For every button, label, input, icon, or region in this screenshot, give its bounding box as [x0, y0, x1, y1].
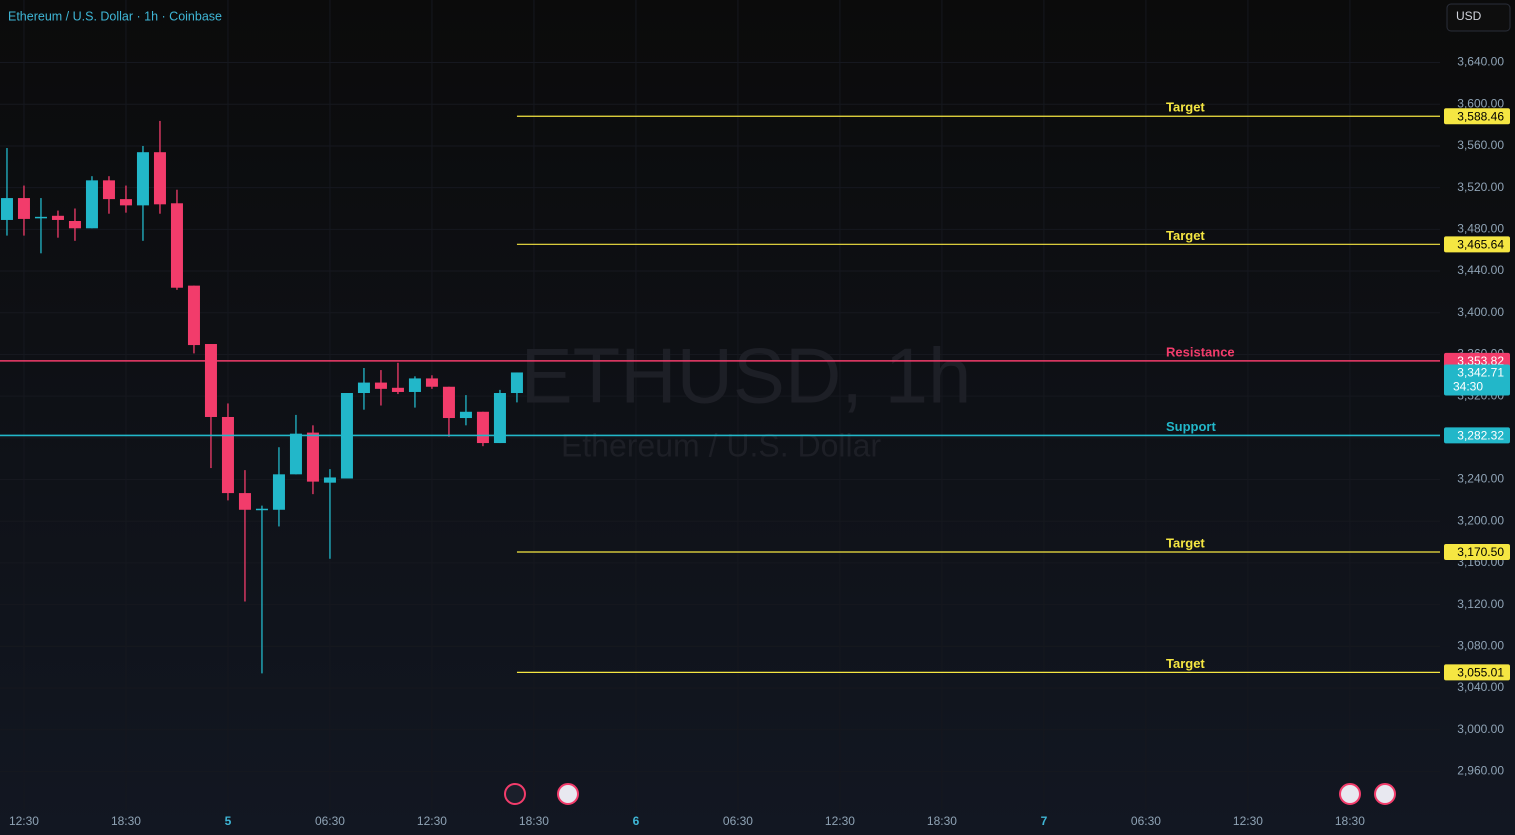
plot — [0, 115, 1440, 674]
watermark-symbol: ETHUSD, 1h — [521, 332, 972, 420]
candle-body — [442, 386, 455, 419]
level-price-tag — [1444, 543, 1510, 560]
candle-body — [357, 382, 370, 394]
candle-body — [170, 203, 183, 288]
event-icon[interactable] — [557, 783, 579, 805]
x-tick-label: 12:30 — [9, 814, 39, 828]
x-tick-label: 18:30 — [519, 814, 549, 828]
candle-body — [119, 199, 132, 206]
y-tick-label: 3,640.00 — [1457, 55, 1504, 69]
candle-body — [476, 411, 489, 444]
level-price-label: 3,282.32 — [1457, 429, 1504, 443]
x-tick-label: 18:30 — [111, 814, 141, 828]
event-icons — [504, 783, 1396, 805]
candle-body — [51, 215, 64, 220]
candle-body — [425, 378, 438, 387]
candle-body — [68, 221, 81, 229]
x-tick-label: 18:30 — [927, 814, 957, 828]
currency-label[interactable]: USD — [1456, 9, 1482, 23]
candle-body — [136, 152, 149, 206]
y-tick-label: 3,240.00 — [1457, 472, 1504, 486]
x-tick-label: 12:30 — [417, 814, 447, 828]
x-tick-label: 6 — [633, 814, 640, 828]
y-tick-label: 3,400.00 — [1457, 305, 1504, 319]
candle-body — [408, 378, 421, 392]
candle-body — [493, 393, 506, 444]
y-tick-label: 3,520.00 — [1457, 180, 1504, 194]
x-tick-label: 18:30 — [1335, 814, 1365, 828]
level-label: Target — [1166, 535, 1205, 550]
candle-body — [85, 180, 98, 229]
y-tick-label: 2,960.00 — [1457, 764, 1504, 778]
x-tick-label: 7 — [1041, 814, 1048, 828]
y-tick-label: 3,600.00 — [1457, 96, 1504, 110]
level-label: Target — [1166, 100, 1205, 115]
chart-title: Ethereum / U.S. Dollar · 1h · Coinbase — [8, 9, 222, 23]
candle-body — [459, 411, 472, 419]
grid — [0, 0, 1440, 810]
last-price-tag — [1444, 364, 1510, 396]
currency-button[interactable] — [1446, 3, 1511, 32]
level-label: Resistance — [1166, 344, 1235, 359]
level-price-label: 3,170.50 — [1457, 545, 1504, 559]
candle-body — [34, 216, 47, 219]
candle-body — [238, 493, 251, 510]
x-tick-label: 5 — [225, 814, 232, 828]
candle-body — [306, 432, 319, 482]
y-tick-label: 3,440.00 — [1457, 263, 1504, 277]
level-price-tag — [1444, 108, 1510, 125]
y-tick-label: 3,040.00 — [1457, 680, 1504, 694]
candle-body — [255, 508, 268, 511]
level-price-tag — [1444, 664, 1510, 681]
y-tick-label: 3,080.00 — [1457, 639, 1504, 653]
y-tick-label: 3,120.00 — [1457, 597, 1504, 611]
candle-body — [153, 152, 166, 205]
y-tick-label: 3,200.00 — [1457, 513, 1504, 527]
candle-body — [272, 474, 285, 510]
watermark-description: Ethereum / U.S. Dollar — [561, 427, 881, 463]
y-tick-label: 3,480.00 — [1457, 222, 1504, 236]
candle-body — [187, 285, 200, 346]
event-icon[interactable] — [1374, 783, 1396, 805]
candle-body — [374, 382, 387, 389]
level-label: Support — [1166, 419, 1216, 434]
candle-body — [204, 344, 217, 417]
last-price-label: 3,342.71 — [1457, 366, 1504, 380]
level-price-label: 3,588.46 — [1457, 109, 1504, 123]
event-icon[interactable] — [504, 783, 526, 805]
level-label: Target — [1166, 228, 1205, 243]
level-price-label: 3,465.64 — [1457, 237, 1504, 251]
candle-body — [0, 198, 13, 220]
level-label: Target — [1166, 656, 1205, 671]
x-tick-label: 06:30 — [1131, 814, 1161, 828]
candle-body — [323, 477, 336, 483]
candle-body — [17, 198, 30, 219]
x-tick-label: 12:30 — [1233, 814, 1263, 828]
event-icon[interactable] — [1339, 783, 1361, 805]
level-price-tag — [1444, 427, 1510, 444]
candle-body — [102, 180, 115, 200]
y-tick-label: 3,000.00 — [1457, 722, 1504, 736]
candle-body — [510, 372, 523, 394]
candle-body — [391, 387, 404, 392]
candle-body — [221, 416, 234, 494]
x-tick-label: 06:30 — [315, 814, 345, 828]
candle-body — [289, 433, 302, 475]
level-price-tag — [1444, 236, 1510, 253]
y-tick-label: 3,560.00 — [1457, 138, 1504, 152]
x-tick-label: 12:30 — [825, 814, 855, 828]
x-tick-label: 06:30 — [723, 814, 753, 828]
countdown-label: 34:30 — [1453, 380, 1483, 394]
level-price-label: 3,055.01 — [1457, 666, 1504, 680]
